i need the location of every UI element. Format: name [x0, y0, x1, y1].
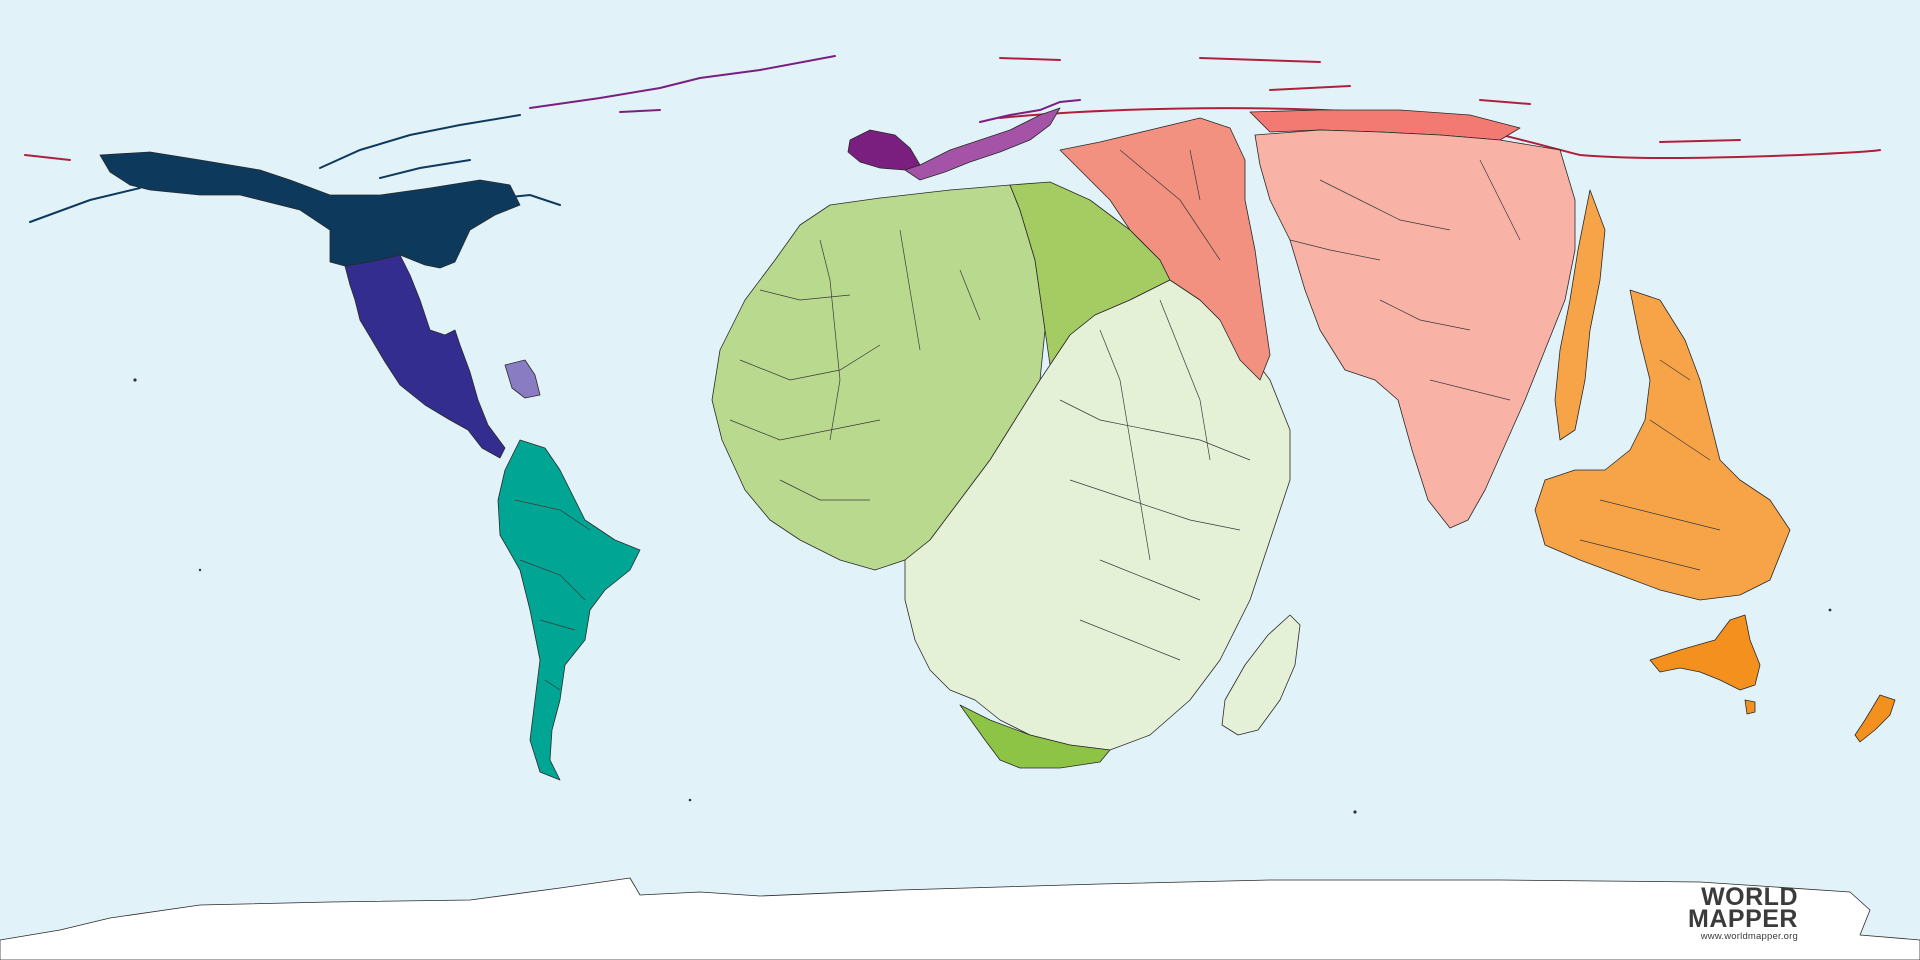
- region-middle-east: [1059, 117, 1271, 381]
- region-eastern-europe: [904, 107, 1061, 181]
- region-arctic-islands: [24, 57, 1741, 161]
- logo-line-mapper: MAPPER: [1688, 905, 1798, 933]
- region-southern-africa: [959, 704, 1111, 769]
- region-south-asia: [1254, 129, 1576, 529]
- island-south-pacific: [1828, 608, 1832, 612]
- region-central-america: [344, 254, 506, 459]
- region-australia: [1649, 614, 1761, 691]
- region-indonesia-philippines: [1534, 289, 1791, 601]
- region-greenland-sliver: [529, 55, 836, 113]
- region-madagascar: [1221, 614, 1301, 736]
- logo-url: www.worldmapper.org: [1700, 931, 1798, 942]
- region-antarctica: [0, 877, 1920, 960]
- region-caribbean: [504, 359, 541, 399]
- island-hawaii: [133, 378, 137, 382]
- region-arctic-canada: [29, 114, 561, 223]
- island-pacific: [198, 568, 202, 572]
- worldmapper-logo[interactable]: WORLD MAPPER www.worldmapper.org: [1688, 883, 1798, 943]
- logo-line-world: WORLD: [1701, 883, 1798, 911]
- island-indian-ocean: [1353, 810, 1357, 814]
- region-north-america: [99, 151, 521, 269]
- region-new-zealand: [1854, 694, 1896, 743]
- region-baltic-sliver: [979, 99, 1081, 123]
- region-southeast-asia: [1554, 189, 1606, 441]
- island-atlantic: [688, 798, 692, 802]
- region-south-america: [497, 439, 641, 781]
- region-russia-arctic: [999, 107, 1881, 160]
- region-tasmania: [1744, 699, 1756, 715]
